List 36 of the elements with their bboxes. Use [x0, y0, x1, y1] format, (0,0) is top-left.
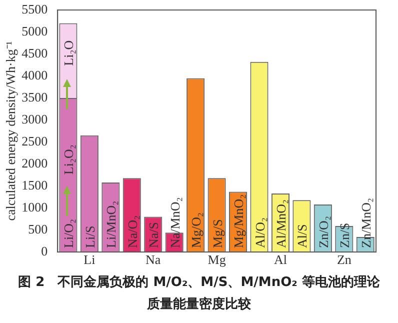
y-tick-label: 4500: [22, 45, 48, 60]
x-tick-label: Al/MnO₂: [273, 199, 288, 248]
annotation: Li₂O: [61, 40, 76, 66]
x-tick-label: Mg/O₂: [188, 212, 204, 248]
x-tick-label: Zn/S: [337, 222, 352, 248]
annotation: Na: [146, 252, 161, 267]
y-tick-label: 2000: [22, 155, 48, 170]
text: 图 2 不同金属负极的 M/O₂、M/S、M/MnO₂ 等电池的理论质量能量密度比较: [17, 274, 381, 314]
x-tick-label: Al/S: [294, 224, 310, 248]
x-tick-label: Al/O₂: [252, 217, 268, 248]
y-axis-title: calculated energy density/Wh·kg⁻¹: [3, 41, 18, 221]
annotation: Li: [84, 252, 96, 267]
y-tick-label: 2500: [22, 133, 48, 148]
y-tick-label: 3500: [22, 89, 48, 104]
annotation: Mg: [208, 252, 226, 267]
annotation: Zn: [336, 252, 352, 267]
x-tick-label: Zn/MnO₂: [358, 198, 374, 248]
x-tick-label: Na/S: [146, 222, 162, 248]
x-tick-label: Li/MnO₂: [104, 200, 119, 248]
y-tick-label: 3000: [22, 111, 48, 126]
x-tick-label: Na/O₂: [124, 215, 140, 248]
y-tick-label: 5500: [22, 1, 48, 16]
x-tick-label: Li/O₂: [61, 218, 76, 248]
y-tick-label: 1500: [22, 177, 48, 192]
annotation: Al: [274, 252, 288, 267]
x-tick-label: Li/S: [82, 226, 98, 248]
y-tick-label: 500: [28, 221, 48, 236]
annotation: Li₂O₂: [61, 144, 76, 175]
x-tick-label: Na/MnO₂: [167, 197, 182, 248]
x-tick-label: Mg/MnO₂: [231, 194, 246, 248]
x-tick-label: Mg/S: [210, 219, 225, 248]
y-tick-label: 1000: [22, 199, 48, 214]
x-tick-label: Zn/O₂: [316, 216, 331, 248]
y-tick-label: 0: [41, 243, 48, 258]
y-tick-label: 5000: [22, 23, 48, 38]
y-tick-label: 4000: [22, 67, 48, 82]
